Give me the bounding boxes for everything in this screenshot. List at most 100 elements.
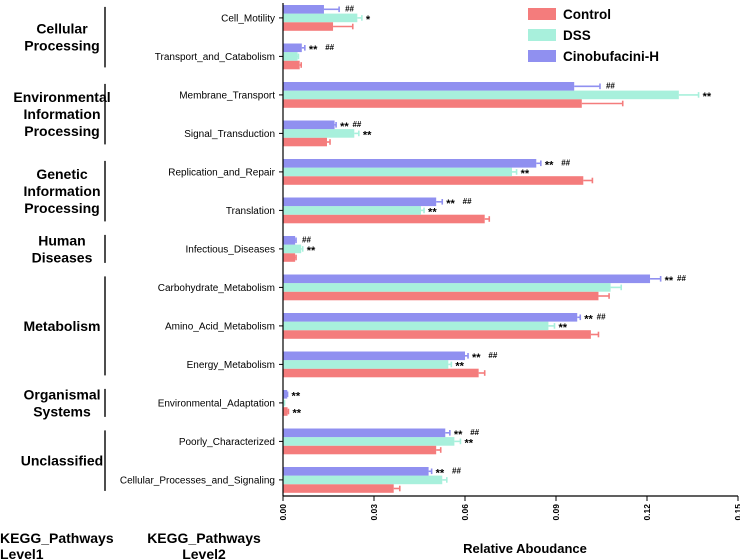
header-level1-line-0: KEGG_Pathways: [0, 530, 114, 546]
annotation-star-3: **: [703, 91, 712, 103]
bar-control-membrane-transport: [283, 99, 582, 108]
bar-dss-signal-transduction: [283, 129, 355, 138]
group-label-environmental-information-processing-line-1: Information: [24, 106, 101, 122]
bar-control-infectious-diseases: [283, 253, 296, 262]
bar-control-cellular-processes-and-signaling: [283, 484, 394, 493]
group-label-genetic-information-processing-line-1: Information: [24, 183, 101, 199]
annotation-hash-10: ##: [463, 197, 472, 206]
group-label-human-diseases-line-0: Human: [38, 232, 85, 248]
bar-control-amino-acid-metabolism: [283, 330, 591, 339]
group-label-genetic-information-processing-line-0: Genetic: [36, 166, 88, 182]
group-label-organismal-systems-line-0: Organismal: [23, 386, 100, 402]
group-label-metabolism-line-0: Metabolism: [23, 318, 100, 334]
bar-control-poorly-characterized: [283, 445, 437, 455]
group-label-human-diseases-line-1: Diseases: [32, 249, 93, 265]
annotation-star-22: **: [436, 467, 445, 479]
bar-control-translation: [283, 214, 485, 224]
bar-cinobufacini-h-cell-motility: [283, 5, 324, 14]
annotation-hash-8: ##: [561, 158, 570, 167]
annotation-star-0: *: [366, 14, 371, 26]
annotation-hash-2: ##: [325, 43, 334, 52]
bar-dss-amino-acid-metabolism: [283, 321, 549, 331]
annotation-hash-22: ##: [452, 466, 461, 475]
group-label-environmental-information-processing-line-0: Environmental: [13, 89, 110, 105]
category-label-amino-acid-metabolism: Amino_Acid_Metabolism: [165, 321, 275, 332]
legend-label-dss: DSS: [563, 28, 591, 43]
bar-cinobufacini-h-infectious-diseases: [283, 236, 296, 245]
x-tick-label-0: 0.00: [278, 504, 288, 521]
category-label-membrane-transport: Membrane_Transport: [179, 90, 275, 101]
x-tick-label-2: 0.06: [460, 504, 470, 521]
annotation-star-21: **: [454, 429, 463, 441]
annotation-star-6: **: [340, 121, 349, 133]
annotation-star-16: **: [455, 360, 464, 372]
annotation-star-20: **: [464, 437, 473, 449]
bar-dss-cellular-processes-and-signaling: [283, 475, 443, 485]
annotation-hash-4: ##: [606, 81, 615, 90]
group-label-cellular-processing-line-1: Processing: [24, 38, 99, 54]
group-label-environmental-information-processing-line-2: Processing: [24, 123, 99, 139]
category-label-translation: Translation: [226, 206, 275, 217]
legend-label-control: Control: [563, 7, 611, 22]
category-label-poorly-characterized: Poorly_Characterized: [179, 437, 275, 448]
bar-dss-translation: [283, 206, 422, 215]
bar-control-transport-and-catabolism: [283, 60, 300, 70]
bar-cinobufacini-h-replication-and-repair: [283, 159, 537, 168]
category-label-signal-transduction: Signal_Transduction: [184, 129, 275, 140]
x-tick-label-3: 0.09: [551, 504, 561, 521]
category-label-cellular-processes-and-signaling: Cellular_Processes_and_Signaling: [120, 475, 275, 486]
bar-control-environmental-adaptation: [283, 407, 288, 416]
category-label-environmental-adaptation: Environmental_Adaptation: [158, 398, 275, 409]
annotation-star-19: **: [292, 390, 301, 402]
annotation-star-10: **: [446, 198, 455, 210]
x-tick-label-1: 0.03: [369, 504, 379, 521]
annotation-star-18: **: [292, 408, 301, 420]
legend-label-cinobufacini-h: Cinobufacini-H: [563, 49, 659, 64]
annotation-hash-17: ##: [488, 351, 497, 360]
bar-dss-membrane-transport: [283, 90, 679, 100]
annotation-hash-1: ##: [345, 4, 354, 13]
annotation-star-5: **: [363, 129, 372, 141]
legend-swatch-control: [528, 8, 556, 20]
annotation-star-15: **: [584, 313, 593, 325]
header-level2-line-0: KEGG_Pathways: [147, 530, 261, 546]
annotation-hash-12: ##: [302, 235, 311, 244]
annotation-star-2: **: [309, 44, 318, 56]
annotation-hash-6: ##: [352, 120, 361, 129]
category-label-cell-motility: Cell_Motility: [221, 13, 275, 24]
bar-cinobufacini-h-carbohydrate-metabolism: [283, 274, 651, 284]
bar-cinobufacini-h-transport-and-catabolism: [283, 43, 302, 53]
bar-control-carbohydrate-metabolism: [283, 291, 599, 301]
annotation-star-13: **: [665, 275, 674, 287]
bar-dss-infectious-diseases: [283, 244, 302, 254]
header-level1-line-1: Level1: [0, 546, 44, 559]
category-label-transport-and-catabolism: Transport_and_Catabolism: [155, 52, 275, 63]
bar-dss-cell-motility: [283, 13, 358, 23]
annotation-hash-13: ##: [677, 274, 686, 283]
bar-cinobufacini-h-membrane-transport: [283, 82, 575, 91]
annotation-hash-15: ##: [597, 312, 606, 321]
category-label-energy-metabolism: Energy_Metabolism: [187, 360, 275, 371]
bar-dss-transport-and-catabolism: [283, 52, 298, 61]
category-label-infectious-diseases: Infectious_Diseases: [186, 244, 276, 255]
annotation-hash-21: ##: [470, 428, 479, 437]
annotation-star-8: **: [545, 159, 554, 171]
annotation-star-14: **: [558, 322, 567, 334]
legend-swatch-dss: [528, 29, 556, 41]
annotation-star-9: **: [428, 206, 437, 218]
bar-cinobufacini-h-poorly-characterized: [283, 428, 446, 438]
bar-dss-environmental-adaptation: [283, 398, 285, 408]
annotation-star-7: **: [521, 168, 530, 180]
x-axis-title: Relative Aboudance: [463, 541, 587, 556]
group-label-organismal-systems-line-1: Systems: [33, 403, 91, 419]
bar-cinobufacini-h-environmental-adaptation: [283, 390, 288, 399]
x-tick-label-4: 0.12: [642, 504, 652, 521]
bar-cinobufacini-h-translation: [283, 197, 437, 207]
header-level2-line-1: Level2: [182, 546, 226, 559]
bar-control-replication-and-repair: [283, 176, 584, 185]
bar-cinobufacini-h-amino-acid-metabolism: [283, 313, 578, 322]
bar-cinobufacini-h-cellular-processes-and-signaling: [283, 467, 429, 476]
group-label-cellular-processing-line-0: Cellular: [36, 21, 88, 37]
bar-control-energy-metabolism: [283, 368, 479, 378]
